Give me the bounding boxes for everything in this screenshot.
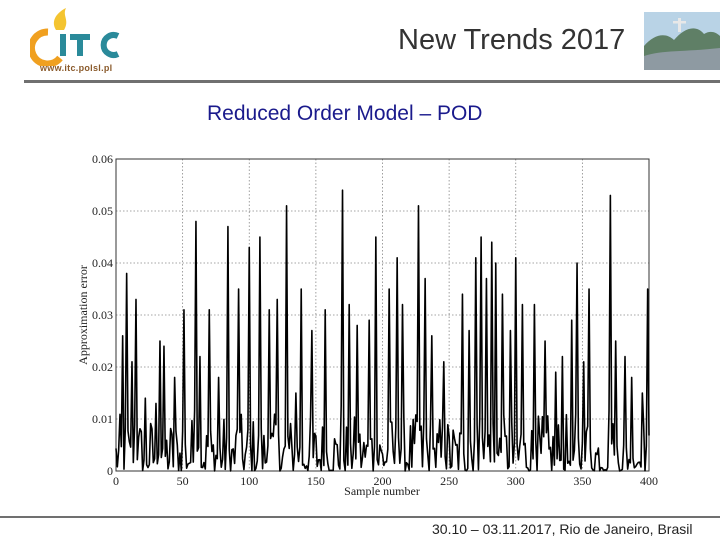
conference-title: New Trends 2017 (398, 24, 626, 56)
logo-flame-icon (53, 8, 67, 30)
error-line (115, 189, 650, 472)
x-tick-label: 250 (440, 474, 458, 488)
footer-divider (0, 516, 720, 518)
x-tick-label: 400 (640, 474, 658, 488)
error-series (115, 189, 650, 472)
logo-url: www.itc.polsl.pl (40, 63, 113, 73)
y-tick-label: 0.05 (92, 204, 113, 218)
x-tick-label: 50 (177, 474, 189, 488)
x-axis-label: Sample number (344, 484, 420, 498)
y-tick-label: 0.03 (92, 308, 113, 322)
plot-frame (115, 158, 650, 472)
itc-logo (28, 4, 130, 76)
x-tick-label: 300 (507, 474, 525, 488)
x-tick-label: 100 (240, 474, 258, 488)
approximation-error-chart: 0 50 100 150 200 250 300 350 400 0 0.01 0.02 0.03 0.… (76, 152, 658, 498)
y-tick-label: 0.01 (92, 412, 113, 426)
x-tick-label: 200 (374, 474, 392, 488)
y-tick-label: 0.04 (92, 256, 113, 270)
x-tick-label: 150 (307, 474, 325, 488)
x-tick-label: 0 (113, 474, 119, 488)
grid-lines (116, 159, 649, 471)
x-tick-labels: 0 50 100 150 200 250 300 350 400 (113, 474, 658, 488)
y-axis-label: Approximation error (76, 265, 90, 365)
footer-text: 30.10 – 03.11.2017, Rio de Janeiro, Bras… (432, 521, 693, 537)
header-divider (24, 80, 720, 83)
x-tick-label: 350 (573, 474, 591, 488)
y-tick-label: 0.06 (92, 152, 113, 166)
slide-title: Reduced Order Model – POD (207, 102, 483, 125)
y-tick-label: 0.02 (92, 360, 113, 374)
y-tick-labels: 0 0.01 0.02 0.03 0.04 0.05 0.06 (92, 152, 113, 478)
y-tick-label: 0 (107, 464, 113, 478)
rio-photo (644, 12, 720, 70)
